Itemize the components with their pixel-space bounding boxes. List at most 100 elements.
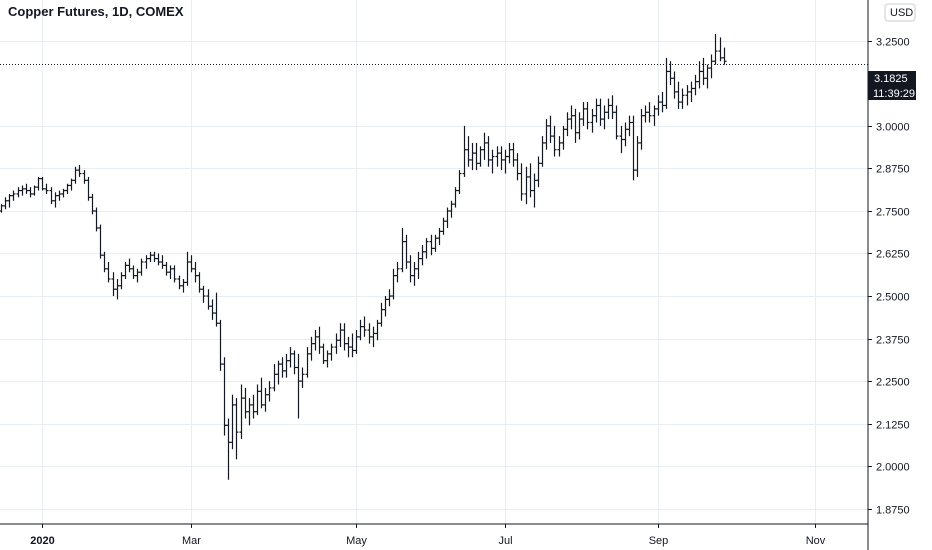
ohlc-bar — [98, 224, 103, 259]
ohlc-bar — [635, 136, 640, 177]
ohlc-bar — [490, 149, 495, 174]
ohlc-bar — [239, 384, 244, 439]
ohlc-bar — [115, 279, 120, 300]
last-price-label: 3.1825 — [868, 71, 916, 86]
ohlc-bar — [172, 265, 177, 283]
ohlc-bar — [656, 95, 661, 116]
ohlc-bar — [631, 115, 636, 181]
ohlc-bar — [292, 350, 297, 375]
ohlc-bar — [709, 54, 714, 79]
ohlc-bar — [536, 156, 541, 188]
ohlc-bar — [416, 251, 421, 280]
ohlc-bar — [127, 258, 132, 273]
ohlc-bar — [524, 166, 529, 205]
y-tick-label: 2.6250 — [876, 249, 910, 261]
ohlc-bars — [0, 34, 727, 480]
last-price-label-bg — [868, 71, 916, 86]
ohlc-bar — [697, 61, 702, 89]
ohlc-bar — [400, 227, 405, 273]
ohlc-bar — [577, 112, 582, 140]
ohlc-bar — [519, 163, 524, 201]
ohlc-bar — [457, 170, 462, 194]
ohlc-bar — [557, 136, 562, 157]
ohlc-bar — [11, 190, 16, 201]
ohlc-bar — [404, 234, 409, 269]
ohlc-bar — [453, 187, 458, 208]
ohlc-bar — [532, 173, 537, 208]
ohlc-bar — [131, 265, 136, 280]
currency-button-box[interactable] — [884, 3, 916, 22]
ohlc-bar — [643, 105, 648, 123]
ohlc-bar — [0, 204, 4, 213]
ohlc-bar — [701, 57, 706, 86]
y-tick-label: 2.8750 — [876, 164, 910, 176]
ohlc-bar — [111, 272, 116, 297]
ohlc-bar — [672, 71, 677, 99]
ohlc-bar — [375, 319, 380, 341]
ohlc-bar — [486, 136, 491, 167]
ohlc-bar — [395, 262, 400, 283]
ohlc-bar — [581, 102, 586, 126]
ohlc-bar — [263, 387, 268, 412]
ohlc-bar — [466, 136, 471, 167]
ohlc-bar — [503, 149, 508, 174]
ohlc-bar — [156, 253, 161, 266]
ohlc-bar — [57, 190, 62, 201]
ohlc-bar — [338, 323, 343, 348]
ohlc-bar — [445, 207, 450, 228]
ohlc-bar — [358, 319, 363, 341]
ohlc-bar — [296, 353, 301, 419]
y-tick-label: 1.8750 — [876, 505, 910, 517]
ohlc-bar — [230, 394, 235, 450]
ohlc-bar — [441, 217, 446, 235]
ohlc-bar — [152, 251, 157, 262]
ohlc-bar — [284, 353, 289, 378]
ohlc-bar — [346, 336, 351, 358]
currency-button-label[interactable]: USD — [890, 7, 913, 19]
ohlc-bar — [32, 185, 37, 196]
currency-button[interactable]: USD — [884, 3, 916, 22]
x-tick-label: Mar — [182, 535, 201, 547]
y-tick-label: 2.0000 — [876, 462, 910, 474]
ohlc-bar — [218, 319, 223, 371]
ohlc-bar — [168, 265, 173, 280]
ohlc-bar — [433, 234, 438, 252]
ohlc-bar — [623, 122, 628, 147]
ohlc-bar — [329, 343, 334, 361]
ohlc-bar — [507, 142, 512, 164]
y-tick-label: 2.5000 — [876, 292, 910, 304]
ohlc-bar — [334, 333, 339, 354]
y-tick-label: 3.0000 — [876, 122, 910, 134]
ohlc-bar — [474, 142, 479, 171]
ohlc-bar — [602, 105, 607, 130]
ohlc-bar — [44, 183, 49, 194]
ohlc-bar — [259, 377, 264, 409]
ohlc-bar — [342, 323, 347, 351]
ohlc-bar — [226, 418, 231, 480]
countdown-text: 11:39:29 — [873, 88, 915, 100]
y-tick-label: 2.7500 — [876, 207, 910, 219]
ohlc-bar — [206, 289, 211, 310]
ohlc-bar — [201, 285, 206, 303]
ohlc-bar — [90, 193, 95, 215]
ohlc-bar — [511, 142, 516, 167]
ohlc-bar — [367, 323, 372, 344]
ohlc-bar — [668, 61, 673, 86]
ohlc-bar — [548, 115, 553, 143]
ohlc-bar — [251, 394, 256, 419]
ohlc-bar — [594, 98, 599, 123]
ohlc-bar — [685, 85, 690, 106]
chart-title: Copper Futures, 1D, COMEX — [8, 4, 184, 19]
ohlc-bar — [540, 136, 545, 167]
ohlc-bar — [73, 166, 78, 184]
ohlc-bar — [429, 234, 434, 256]
y-tick-label: 2.2500 — [876, 377, 910, 389]
plot-area[interactable] — [0, 0, 868, 550]
ohlc-bar — [16, 187, 21, 198]
ohlc-bar — [573, 108, 578, 143]
ohlc-bar — [610, 95, 615, 120]
ohlc-bar — [362, 316, 367, 337]
ohlc-bar — [383, 296, 388, 317]
ohlc-bar — [660, 91, 665, 113]
